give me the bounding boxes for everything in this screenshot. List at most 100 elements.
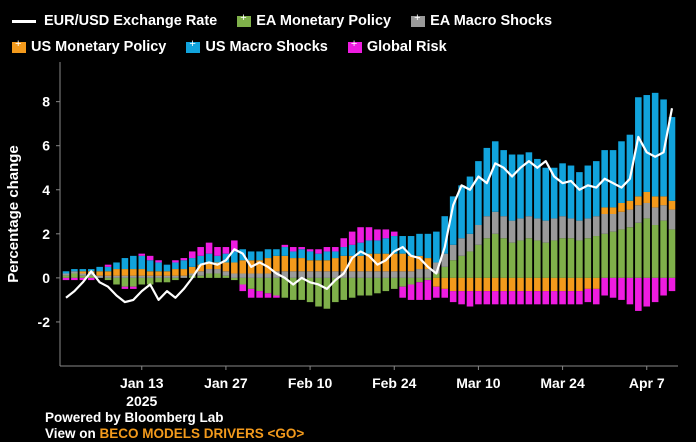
bar-ea_macro <box>601 214 608 234</box>
bar-global_risk <box>214 247 221 256</box>
bar-ea_macro <box>433 262 440 274</box>
bar-ea_monetary <box>525 238 533 278</box>
bar-us_monetary <box>172 269 179 276</box>
bar-ea_monetary <box>576 240 583 278</box>
bar-global_risk <box>433 286 440 298</box>
bar-us_monetary <box>399 253 406 272</box>
bar-ea_monetary <box>197 275 204 278</box>
bar-ea_monetary <box>500 238 507 278</box>
bar-us_macro <box>618 141 625 203</box>
bar-ea_monetary <box>348 277 356 298</box>
bar-ea_monetary <box>298 277 305 300</box>
bar-us_monetary <box>407 255 415 272</box>
bar-global_risk <box>651 277 659 303</box>
bar-us_monetary <box>180 269 188 276</box>
x-tick-label: Jan 27 <box>204 375 248 391</box>
bar-global_risk <box>79 277 87 281</box>
bar-ea_monetary <box>79 275 87 278</box>
bar-us_macro <box>172 262 179 270</box>
bar-global_risk <box>466 291 474 307</box>
y-ticks: -2 0 2 4 6 8 <box>38 94 60 330</box>
bar-ea_macro <box>323 271 331 278</box>
legend-item-us-macro[interactable]: US Macro Shocks <box>186 38 328 55</box>
bar-global_risk <box>264 293 272 298</box>
bar-ea_monetary <box>433 273 440 278</box>
legend-item-ea-macro[interactable]: EA Macro Shocks <box>411 12 553 29</box>
bar-ea_monetary <box>306 277 314 303</box>
bar-us_macro <box>197 255 204 265</box>
bar-ea_macro <box>374 271 381 278</box>
bar-ea_monetary <box>542 242 550 278</box>
bar-us_macro <box>281 247 289 256</box>
x-tick-label: Apr 7 <box>629 375 665 391</box>
bar-ea_monetary <box>315 277 322 307</box>
bar-global_risk <box>121 286 129 289</box>
bar-ea_monetary <box>508 242 516 278</box>
bar-ea_monetary <box>113 277 120 285</box>
legend-item-global-risk[interactable]: Global Risk <box>347 38 447 55</box>
bar-ea_monetary <box>62 275 70 278</box>
bars-layer <box>62 92 676 311</box>
bar-global_risk <box>525 291 533 305</box>
bar-us_macro <box>500 150 507 217</box>
bar-us_monetary <box>113 269 120 276</box>
bar-ea_monetary <box>668 229 676 278</box>
bar-ea_monetary <box>466 251 474 278</box>
bar-ea_monetary <box>651 225 659 278</box>
bar-ea_macro <box>281 271 289 278</box>
bar-global_risk <box>559 291 566 305</box>
bar-ea_macro <box>609 214 617 232</box>
bar-global_risk <box>483 291 491 305</box>
bar-us_monetary <box>121 269 129 276</box>
bar-ea_macro <box>96 275 103 278</box>
bar-global_risk <box>315 249 322 254</box>
bar-ea_monetary <box>323 277 331 309</box>
bar-ea_macro <box>214 269 221 274</box>
bar-us_monetary <box>483 277 491 292</box>
bar-us_macro <box>247 251 255 261</box>
bar-global_risk <box>231 240 238 252</box>
bar-us_monetary <box>660 196 667 206</box>
bar-ea_monetary <box>71 273 78 278</box>
bar-ea_macro <box>62 273 70 276</box>
bar-us_monetary <box>382 253 390 272</box>
legend-item-ea-monetary[interactable]: EA Monetary Policy <box>237 12 391 29</box>
bar-ea_macro <box>626 209 634 228</box>
legend: EUR/USD Exchange Rate EA Monetary Policy… <box>12 8 692 60</box>
plus-swatch-icon <box>411 12 426 27</box>
bar-ea_macro <box>584 218 592 239</box>
bar-ea_monetary <box>264 277 272 294</box>
bar-us_macro <box>458 185 465 239</box>
bar-global_risk <box>542 291 550 305</box>
bar-ea_monetary <box>273 277 280 296</box>
bar-global_risk <box>298 247 305 250</box>
bar-ea_monetary <box>567 238 575 278</box>
bar-ea_macro <box>668 209 676 230</box>
bar-global_risk <box>130 286 137 289</box>
legend-item-us-monetary[interactable]: US Monetary Policy <box>12 38 166 55</box>
legend-label: EA Macro Shocks <box>430 13 553 29</box>
bar-us_macro <box>525 152 533 217</box>
bar-us_macro <box>214 255 221 263</box>
bar-ea_monetary <box>390 277 398 289</box>
bar-us_macro <box>441 216 449 254</box>
bar-us_macro <box>576 172 583 221</box>
legend-item-rate[interactable]: EUR/USD Exchange Rate <box>12 13 217 29</box>
bar-global_risk <box>340 238 348 248</box>
bar-us_monetary <box>475 277 482 292</box>
bar-us_monetary <box>332 258 339 272</box>
bar-us_macro <box>390 236 398 254</box>
bar-ea_monetary <box>601 233 608 278</box>
powered-by-text: Powered by Bloomberg Lab <box>45 410 224 425</box>
bar-global_risk <box>289 247 297 252</box>
plus-swatch-icon <box>12 38 26 53</box>
bar-global_risk <box>62 277 70 281</box>
legend-label: EUR/USD Exchange Rate <box>44 13 218 29</box>
bar-ea_macro <box>256 273 263 278</box>
bar-us_macro <box>651 92 659 197</box>
bar-us_monetary <box>542 277 550 292</box>
bar-us_macro <box>323 251 331 261</box>
bar-global_risk <box>197 247 204 256</box>
beco-models-link[interactable]: BECO MODELS DRIVERS <GO> <box>99 426 305 441</box>
